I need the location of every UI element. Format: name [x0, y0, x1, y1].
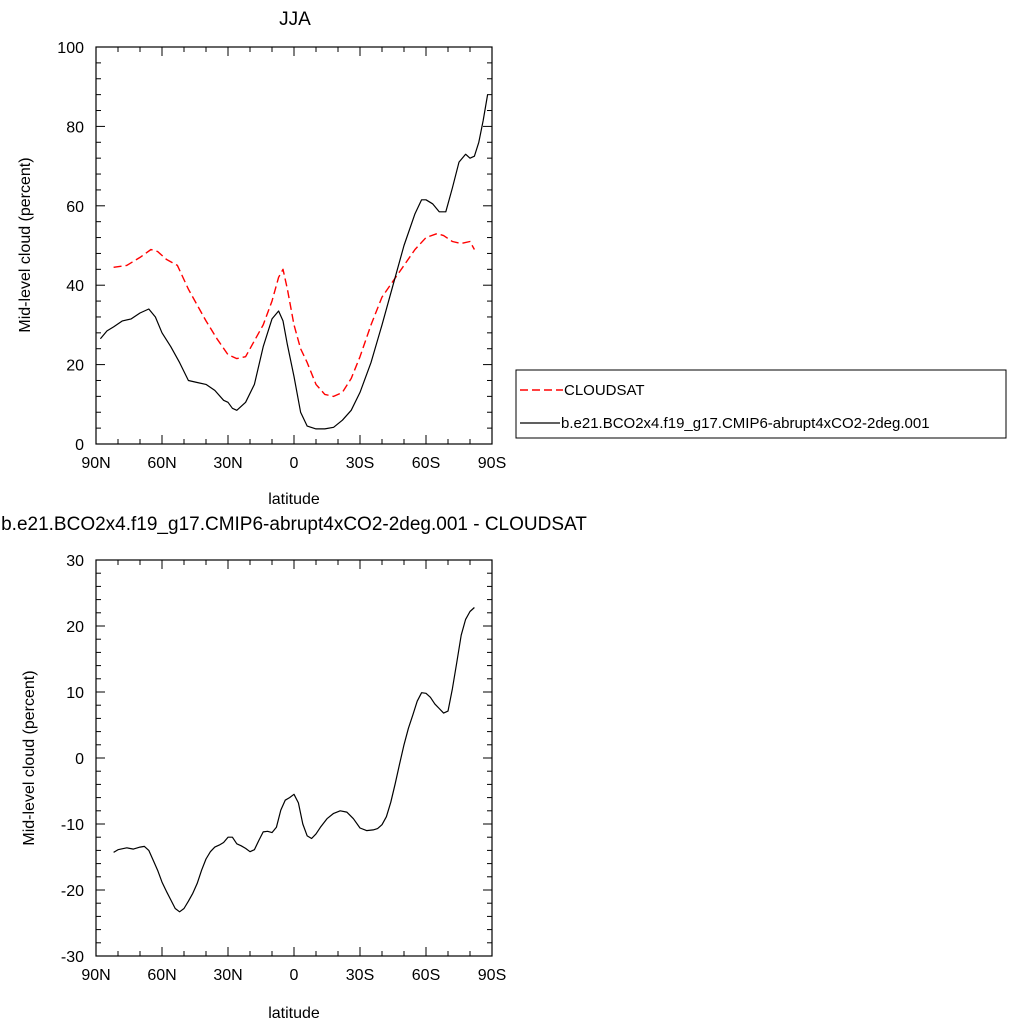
bottom-chart-title: b.e21.BCO2x4.f19_g17.CMIP6-abrupt4xCO2-2… — [1, 514, 587, 535]
top-chart-title: JJA — [279, 9, 311, 30]
legend: CLOUDSAT b.e21.BCO2x4.f19_g17.CMIP6-abru… — [515, 369, 1007, 439]
top-chart-series-line-0 — [113, 232, 476, 398]
bottom-chart-y-tick-label: -30 — [61, 949, 84, 966]
top-chart-y-tick-label: 80 — [66, 119, 84, 136]
bottom-chart-x-tick-label: 90N — [81, 967, 110, 984]
legend-label-cloudsat: CLOUDSAT — [564, 382, 645, 399]
top-chart-series-line-1 — [99, 94, 489, 430]
bottom-chart-x-axis-label: latitude — [268, 1005, 320, 1022]
top-chart-plot-frame — [95, 46, 493, 445]
top-chart-x-tick-label: 60N — [147, 455, 176, 472]
top-chart-y-tick-label: 60 — [66, 199, 84, 216]
bottom-chart-series-group — [113, 607, 475, 913]
top-chart-y-tick-label: 0 — [75, 437, 84, 454]
bottom-chart-series-line-0 — [113, 607, 475, 913]
bottom-chart-plot-frame — [95, 559, 493, 957]
top-chart-x-tick-label: 90N — [81, 455, 110, 472]
top-chart-y-tick-label: 100 — [57, 40, 84, 57]
legend-box — [515, 369, 1007, 439]
bottom-chart-x-tick-label: 30S — [346, 967, 374, 984]
bottom-chart-y-tick-label: 30 — [66, 553, 84, 570]
bottom-chart-ticks-group: 90N 60N 30N 0 30S 60S 90S -30 -20 -10 0 10 20 30 — [61, 553, 506, 984]
top-chart-ticks-group: 90N 60N 30N 0 30S 60S 90S 0 20 40 60 80 100 — [57, 40, 506, 472]
top-chart-series-group — [99, 94, 489, 430]
bottom-chart-x-tick-label: 60N — [147, 967, 176, 984]
top-chart-panel: JJA 90N 60N 30N 0 30S 60S 90S 0 20 40 60 80 100 lati… — [17, 9, 506, 508]
bottom-chart-panel: b.e21.BCO2x4.f19_g17.CMIP6-abrupt4xCO2-2… — [1, 514, 587, 1022]
bottom-chart-y-tick-label: 10 — [66, 685, 84, 702]
bottom-chart-x-tick-label: 0 — [290, 967, 299, 984]
top-chart-x-tick-label: 30S — [346, 455, 374, 472]
top-chart-x-tick-label: 60S — [412, 455, 440, 472]
bottom-chart-y-tick-label: -10 — [61, 817, 84, 834]
top-chart-y-tick-label: 20 — [66, 358, 84, 375]
bottom-chart-x-tick-label: 30N — [213, 967, 242, 984]
bottom-chart-x-tick-label: 60S — [412, 967, 440, 984]
top-chart-x-axis-label: latitude — [268, 491, 320, 508]
legend-label-model: b.e21.BCO2x4.f19_g17.CMIP6-abrupt4xCO2-2… — [561, 415, 930, 432]
bottom-chart-y-tick-label: 20 — [66, 619, 84, 636]
bottom-chart-y-tick-label: 0 — [75, 751, 84, 768]
top-chart-x-tick-label: 30N — [213, 455, 242, 472]
bottom-chart-x-tick-label: 90S — [478, 967, 506, 984]
top-chart-y-axis-label: Mid-level cloud (percent) — [17, 157, 34, 332]
bottom-chart-y-tick-label: -20 — [61, 883, 84, 900]
top-chart-x-tick-label: 0 — [290, 455, 299, 472]
top-chart-x-tick-label: 90S — [478, 455, 506, 472]
bottom-chart-y-axis-label: Mid-level cloud (percent) — [21, 670, 38, 845]
top-chart-y-tick-label: 40 — [66, 278, 84, 295]
